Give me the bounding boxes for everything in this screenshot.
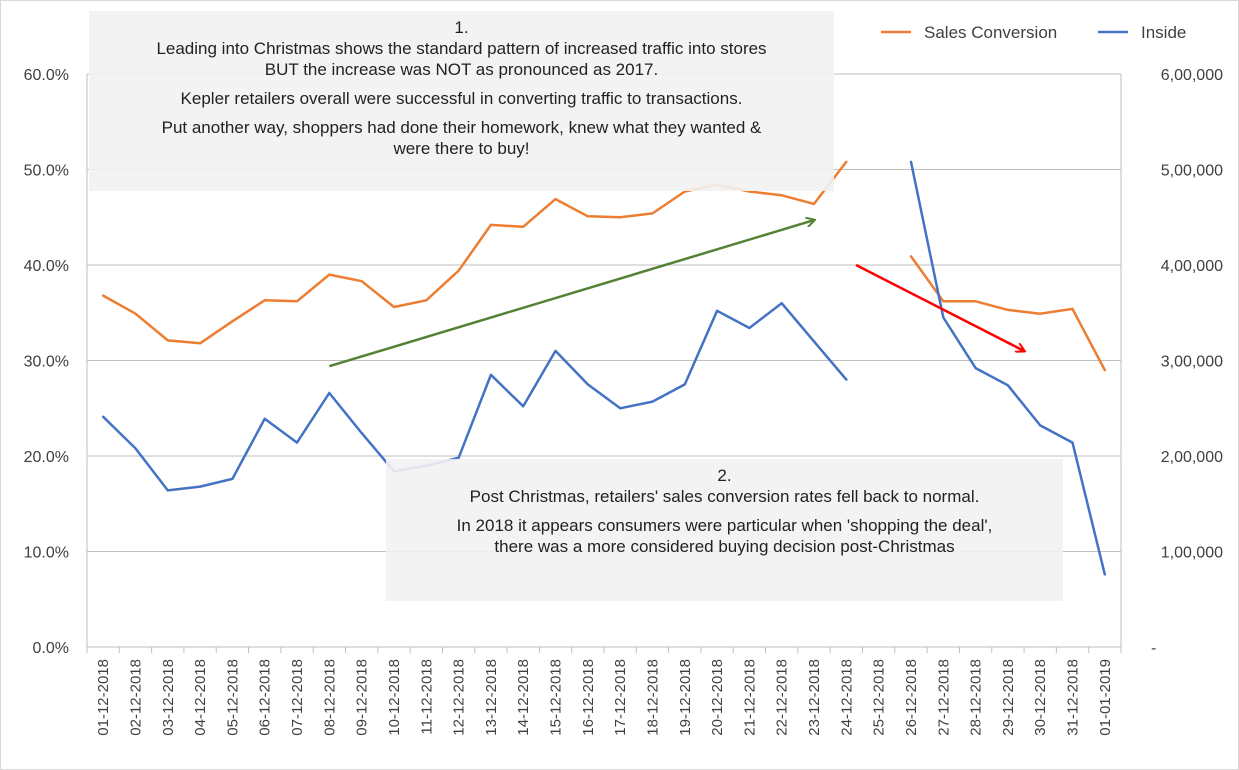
left-axis-tick-label: 40.0% [24,258,69,275]
trend-arrows [328,220,1024,368]
right-axis-tick-label: 2,00,000 [1161,449,1223,466]
series-line-inside [101,301,848,492]
note-1-line-4: Put another way, shoppers had done their… [161,118,762,137]
note-1-line-5: were there to buy! [393,139,530,158]
right-axis-tick-label: 1,00,000 [1161,545,1223,562]
x-axis-tick-label: 19-12-2018 [677,659,694,736]
x-axis-tick-label: 30-12-2018 [1032,659,1049,736]
x-axis-tick-label: 05-12-2018 [224,659,241,736]
annotation-note-2: 2. Post Christmas, retailers' sales conv… [386,459,1063,601]
x-axis-tick-label: 15-12-2018 [548,659,565,736]
note-2-line-3: there was a more considered buying decis… [494,537,955,556]
left-axis-tick-label: 10.0% [24,545,69,562]
x-axis-tick-label: 03-12-2018 [160,659,177,736]
x-axis-tick-label: 09-12-2018 [354,659,371,736]
x-axis-tick-label: 04-12-2018 [192,659,209,736]
note-1-number: 1. [454,18,469,37]
series-line-sales-conversion [909,255,1107,372]
x-axis-tick-label: 12-12-2018 [451,659,468,736]
legend-label: Inside [1141,23,1186,42]
left-axis-tick-label: 50.0% [24,163,69,180]
axes: 0.0% - 10.0% 1,00,000 20.0% 2,00,000 30.0% 3,00… [24,67,1223,736]
left-axis-tick-label: 60.0% [24,67,69,84]
legend: Sales Conversion Inside [881,23,1186,42]
x-axis-tick-label: 18-12-2018 [644,659,661,736]
right-axis-tick-label: 5,00,000 [1161,163,1223,180]
x-axis-tick-label: 31-12-2018 [1065,659,1082,736]
x-axis-tick-label: 16-12-2018 [580,659,597,736]
green-arrow [328,220,814,368]
x-axis-tick-label: 10-12-2018 [386,659,403,736]
x-axis-tick-label: 27-12-2018 [935,659,952,736]
x-axis-tick-label: 22-12-2018 [774,659,791,736]
x-axis-tick-label: 01-01-2019 [1097,659,1114,736]
x-axis-tick-label: 17-12-2018 [612,659,629,736]
x-axis-tick-label: 07-12-2018 [289,659,306,736]
left-axis-tick-label: 0.0% [33,640,69,657]
x-axis-tick-label: 28-12-2018 [968,659,985,736]
x-axis-tick-label: 14-12-2018 [515,659,532,736]
note-2-line-1: Post Christmas, retailers' sales convers… [469,487,980,506]
x-axis-tick-label: 11-12-2018 [418,659,435,735]
note-2-number: 2. [717,466,732,485]
x-axis-tick-label: 02-12-2018 [127,659,144,736]
x-axis-tick-label: 26-12-2018 [903,659,920,736]
x-axis-tick-label: 21-12-2018 [741,659,758,736]
x-axis-tick-label: 25-12-2018 [871,659,888,736]
left-axis-tick-label: 20.0% [24,449,69,466]
x-axis-tick-label: 20-12-2018 [709,659,726,736]
x-axis-tick-label: 08-12-2018 [321,659,338,736]
x-axis-tick-label: 23-12-2018 [806,659,823,736]
x-axis-tick-label: 29-12-2018 [1000,659,1017,736]
note-1-line-3: Kepler retailers overall were successful… [180,89,743,108]
x-axis-tick-label: 01-12-2018 [95,659,112,736]
x-axis-tick-label: 06-12-2018 [257,659,274,736]
series-line-inside [909,160,1107,576]
left-axis-tick-label: 30.0% [24,354,69,371]
right-axis-tick-label: 6,00,000 [1161,67,1223,84]
right-axis-tick-label: 3,00,000 [1161,354,1223,371]
note-1-line-1: Leading into Christmas shows the standar… [156,39,767,58]
note-2-line-2: In 2018 it appears consumers were partic… [456,516,993,535]
red-arrow [855,263,1024,351]
x-axis-tick-label: 13-12-2018 [483,659,500,736]
right-axis-tick-label: - [1151,640,1156,657]
right-axis-tick-label: 4,00,000 [1161,258,1223,275]
x-axis-tick-label: 24-12-2018 [838,659,855,736]
annotation-note-1: 1. Leading into Christmas shows the stan… [89,11,834,191]
legend-label: Sales Conversion [924,23,1057,42]
note-1-line-2: BUT the increase was NOT as pronounced a… [264,60,659,79]
